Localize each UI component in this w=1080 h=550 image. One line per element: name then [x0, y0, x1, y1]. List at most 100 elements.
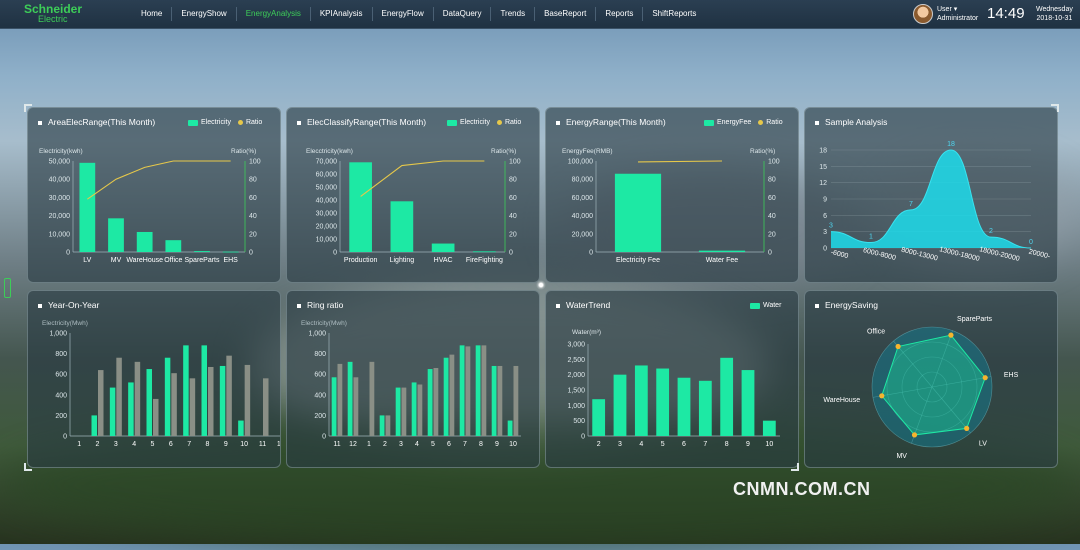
nav-energyflow[interactable]: EnergyFlow — [373, 7, 434, 21]
y-axis-label: Electricity(kwh) — [39, 148, 83, 155]
y-tick-label: 500 — [573, 418, 585, 425]
legend-energyfee: EnergyFee — [717, 119, 752, 126]
radar-label: MV — [896, 453, 907, 460]
panel-title: Sample Analysis — [825, 117, 888, 127]
legend-water: Water — [763, 302, 782, 309]
y-tick-label: 20,000 — [49, 213, 71, 220]
bar-compare — [208, 366, 214, 436]
y2-tick-label: 0 — [249, 250, 253, 257]
y-tick-label: 9 — [823, 197, 827, 204]
nav-reports[interactable]: Reports — [596, 7, 644, 21]
bar-compare — [497, 365, 503, 436]
y-tick-label: 1,000 — [49, 331, 67, 338]
y-tick-label: 18 — [819, 148, 827, 155]
x-tick-label: Office — [164, 257, 182, 264]
y-tick-label: 60,000 — [572, 195, 594, 202]
nav-energyshow[interactable]: EnergyShow — [172, 7, 237, 21]
panel-area-elec-range: AreaElecRange(This Month) Electricity Rat… — [27, 107, 281, 283]
panel-energy-saving: EnergySaving SpareParts EHS LV MV WareHouse O… — [804, 290, 1058, 468]
bar-current — [347, 361, 353, 436]
user-name: User — [937, 6, 952, 13]
legend-ratio: Ratio — [245, 119, 263, 126]
nav-dataquery[interactable]: DataQuery — [434, 7, 492, 21]
x-tick-label: 7 — [463, 441, 467, 448]
brand-logo[interactable]: Schneider Electric — [24, 2, 83, 24]
bar-current — [395, 387, 401, 436]
bar-current — [379, 415, 385, 436]
bar — [222, 251, 239, 253]
x-tick-label: 3 — [399, 441, 403, 448]
x-tick-label: WareHouse — [126, 257, 163, 264]
nav-energyanalysis[interactable]: EnergyAnalysis — [237, 7, 311, 21]
nav-shiftreports[interactable]: ShiftReports — [652, 9, 697, 18]
x-tick-label: 9 — [495, 441, 499, 448]
bar-current — [331, 377, 337, 436]
radar-label: WareHouse — [823, 397, 860, 404]
y2-axis-label: Ratio(%) — [750, 148, 775, 155]
bar — [431, 243, 455, 252]
y-tick-label: 0 — [823, 246, 827, 253]
x-tick-label: 12 — [349, 441, 357, 448]
x-tick-label: 11 — [259, 441, 266, 448]
data-label: 18 — [947, 141, 955, 148]
x-tick-label: 11 — [333, 441, 340, 448]
bar — [194, 251, 210, 252]
bar — [762, 420, 776, 436]
y2-tick-label: 100 — [768, 159, 780, 166]
user-menu[interactable]: User ▾ Administrator — [913, 4, 978, 24]
brand-name: Schneider — [24, 2, 83, 16]
y2-tick-label: 0 — [768, 250, 772, 257]
y-tick-label: 2,000 — [567, 372, 585, 379]
y-tick-label: 15 — [819, 164, 827, 171]
y-tick-label: 40,000 — [49, 177, 71, 184]
x-tick-label: Production — [344, 257, 378, 264]
x-tick-label: 4 — [639, 441, 643, 448]
chart-elec-classify: Elecctricity(kwh) Ratio(%) 0 10,000 20,000 30… — [306, 148, 521, 264]
x-tick-label: 1 — [77, 441, 81, 448]
bar — [720, 357, 734, 436]
x-tick-label: SpareParts — [184, 257, 220, 264]
sample-line — [830, 149, 1032, 249]
nav-kpianalysis[interactable]: KPIAnalysis — [311, 7, 373, 21]
legend-ratio: Ratio — [766, 119, 783, 126]
bar — [165, 240, 182, 252]
panel-title: ElecClassifyRange(This Month) — [307, 117, 427, 127]
nav-trends[interactable]: Trends — [491, 7, 536, 21]
nav-basereport[interactable]: BaseReport — [535, 7, 597, 21]
bar-compare — [189, 378, 196, 436]
y2-tick-label: 60 — [768, 195, 776, 202]
panel-water-trend: WaterTrend Water Water(m³) 0 500 1,000 1,500… — [545, 290, 799, 468]
bar — [79, 162, 96, 252]
y-tick-label: 800 — [314, 351, 326, 358]
data-label: 3 — [829, 223, 833, 230]
nav-home[interactable]: Home — [132, 7, 173, 21]
x-tick-label: 3 — [114, 441, 118, 448]
y-tick-label: 70,000 — [316, 159, 338, 166]
y2-tick-label: 40 — [509, 213, 517, 220]
data-label: 7 — [909, 201, 913, 208]
radar-label: SpareParts — [957, 316, 993, 323]
clock-day: 2018-10-31 — [1036, 15, 1073, 22]
y-tick-label: 0 — [63, 434, 67, 441]
bar — [473, 251, 496, 253]
y-tick-label: 0 — [322, 434, 326, 441]
side-toggle-handle[interactable] — [4, 278, 11, 298]
y-tick-label: 3 — [823, 229, 827, 236]
y2-axis-label: Ratio(%) — [231, 148, 256, 155]
bar-current — [427, 369, 433, 436]
x-tick-label: 9 — [746, 441, 750, 448]
radar-ring — [886, 341, 978, 433]
bar-current — [491, 365, 497, 436]
x-tick-label: 20000- — [1028, 249, 1051, 261]
x-tick-label: LV — [83, 257, 91, 264]
bar-current — [183, 345, 189, 436]
y2-tick-label: 20 — [768, 231, 776, 238]
bar-compare — [449, 354, 455, 436]
y-tick-label: 200 — [314, 413, 326, 420]
data-label: 2 — [989, 228, 993, 235]
x-tick-label: 10 — [765, 441, 773, 448]
legend-electricity: Electricity — [201, 119, 231, 126]
y2-tick-label: 40 — [249, 213, 257, 220]
y2-tick-label: 60 — [509, 195, 517, 202]
